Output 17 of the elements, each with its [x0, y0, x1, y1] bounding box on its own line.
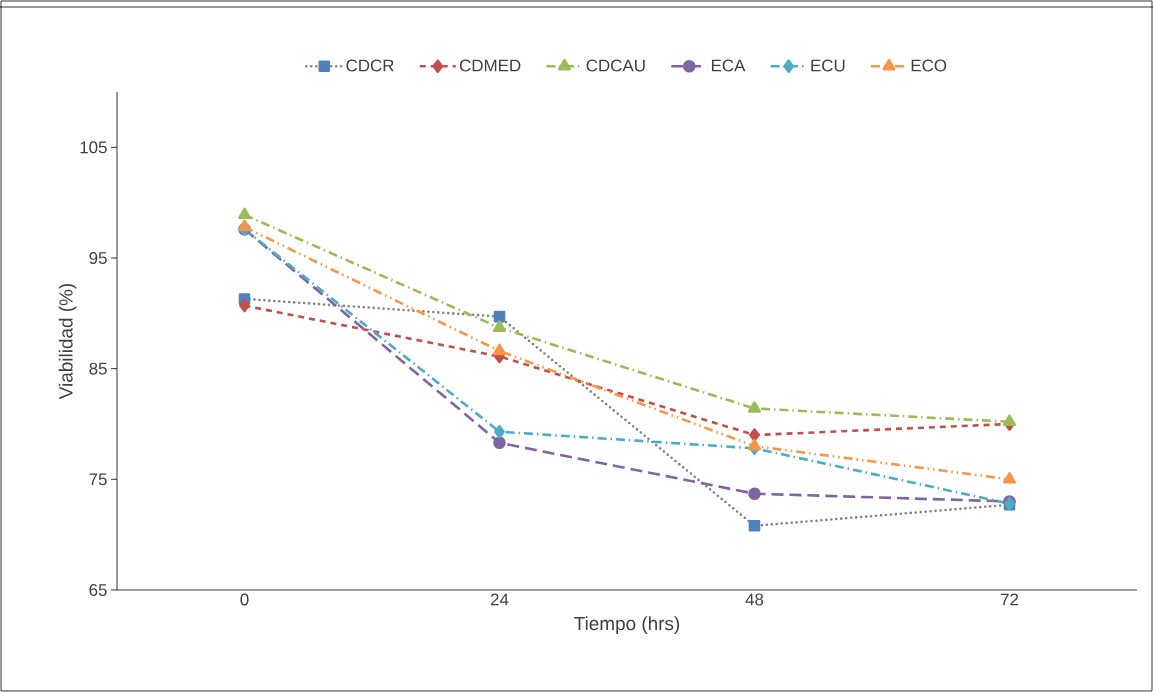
- x-tick-label: 24: [490, 593, 509, 606]
- y-tick-label: 95: [89, 251, 107, 264]
- x-tick-label: 72: [1000, 593, 1019, 606]
- legend-label: ECA: [711, 59, 746, 72]
- x-axis-title: Tiempo (hrs): [574, 616, 680, 634]
- y-tick-label: 75: [89, 473, 107, 486]
- y-tick-label: 65: [89, 583, 107, 596]
- legend-label: CDCAU: [586, 59, 645, 72]
- legend-label: CDCR: [346, 59, 394, 72]
- legend-label: ECO: [911, 59, 947, 72]
- x-tick-label: 0: [240, 593, 249, 606]
- legend-label: ECU: [811, 59, 845, 72]
- x-tick-label: 48: [745, 593, 764, 606]
- y-tick-label: 85: [89, 362, 107, 375]
- y-tick-label: 105: [80, 141, 107, 154]
- legend-label: CDMED: [459, 59, 521, 72]
- y-axis-title: Viabilidad (%): [58, 283, 77, 400]
